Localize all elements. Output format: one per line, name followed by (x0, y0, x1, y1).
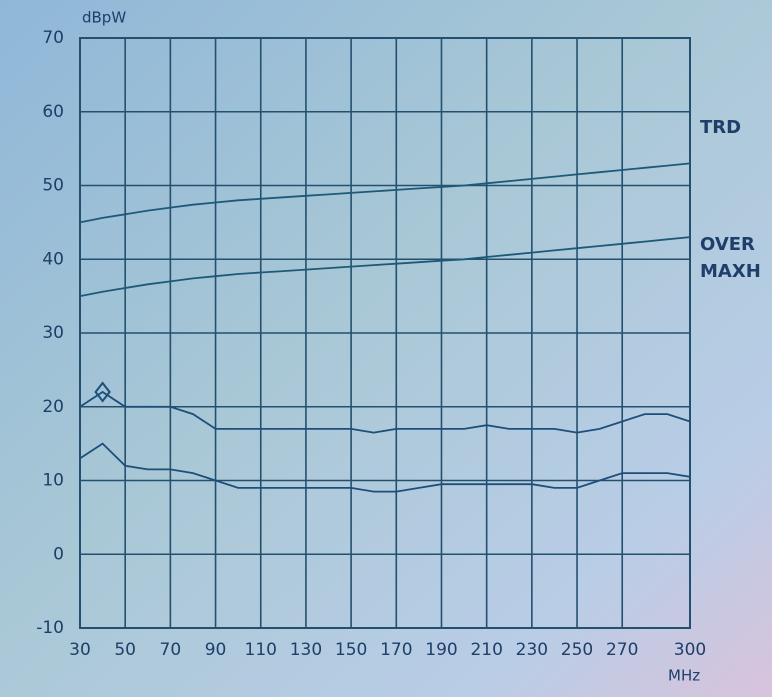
y-tick-label: 70 (42, 28, 64, 48)
trace-line (79, 162, 691, 224)
trace-line (79, 236, 691, 297)
x-tick-label: 150 (335, 640, 367, 660)
y-axis-unit: dBpW (82, 9, 126, 27)
x-tick-label: 210 (470, 640, 502, 660)
plot-frame (79, 37, 691, 629)
y-tick-label: 20 (42, 397, 64, 417)
x-axis-unit: MHz (668, 667, 700, 685)
x-tick-label: 30 (69, 640, 91, 660)
trace-line (79, 390, 691, 434)
x-tick-label: 250 (561, 640, 593, 660)
trace-annotation: OVER (700, 234, 755, 255)
x-tick-label: 270 (606, 640, 638, 660)
y-tick-label: 60 (42, 102, 64, 122)
x-tick-label: 50 (114, 640, 136, 660)
trace-annotation: MAXH (700, 261, 761, 282)
y-tick-label: -10 (36, 618, 64, 638)
x-tick-label: 170 (380, 640, 412, 660)
y-tick-label: 0 (53, 544, 64, 564)
y-tick-label: 40 (42, 249, 64, 269)
y-tick-label: 30 (42, 323, 64, 343)
y-tick-label: 10 (42, 471, 64, 491)
trace-line (79, 442, 691, 493)
x-tick-label: 230 (516, 640, 548, 660)
x-tick-label: 70 (160, 640, 182, 660)
y-tick-label: 50 (42, 176, 64, 196)
trace-annotation: TRD (700, 117, 741, 138)
x-tick-label: 130 (290, 640, 322, 660)
x-tick-label: 190 (425, 640, 457, 660)
x-tick-label: 300 (674, 640, 706, 660)
x-tick-label: 90 (205, 640, 227, 660)
x-tick-label: 110 (245, 640, 277, 660)
marker-diamond (94, 381, 111, 403)
